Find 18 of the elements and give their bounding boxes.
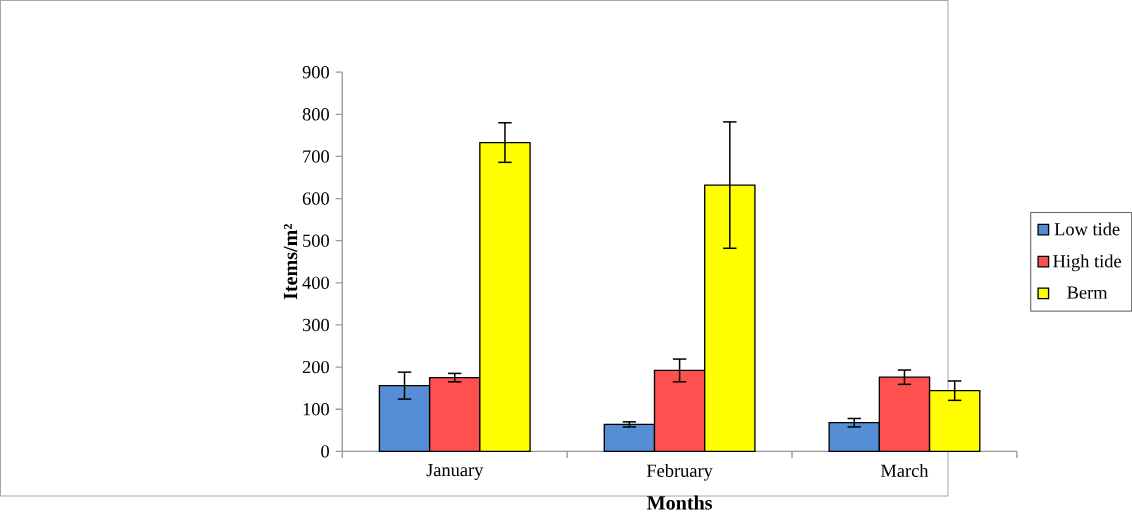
y-tick-label: 100 [303, 402, 329, 416]
x-axis-title: Months [647, 495, 713, 510]
x-tick-label: February [646, 463, 713, 481]
y-tick-label: 800 [302, 108, 329, 121]
y-tick-label: 300 [302, 318, 329, 332]
legend-label: High tide [1053, 254, 1121, 272]
y-tick-label: 700 [303, 150, 329, 163]
y-tick-label: 600 [302, 192, 329, 205]
legend-label: Low tide [1054, 222, 1120, 236]
y-tick-label: 0 [321, 445, 329, 458]
y-tick-label: 900 [302, 65, 329, 79]
y-axis-title: Items/m² [283, 223, 298, 300]
x-tick-label: March [880, 463, 929, 477]
y-tick-label: 200 [302, 360, 329, 374]
x-tick-label: January [426, 463, 484, 480]
y-tick-label: 500 [303, 234, 329, 247]
y-tick-label: 400 [302, 276, 329, 289]
legend-label: Berm [1067, 286, 1108, 299]
